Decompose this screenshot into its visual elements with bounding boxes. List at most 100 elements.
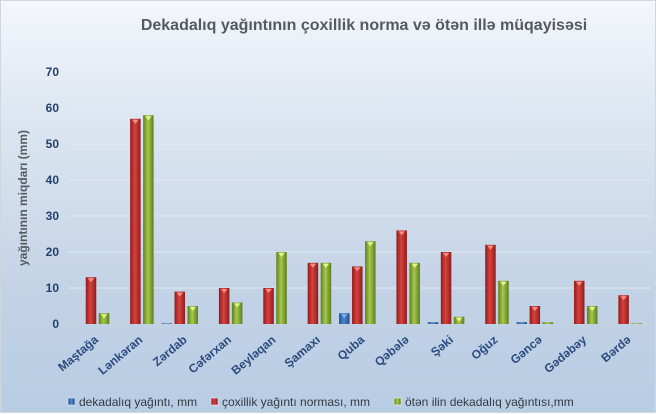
bar-norma xyxy=(307,262,319,324)
bar-cap xyxy=(398,231,405,236)
bar-body xyxy=(365,241,376,324)
bar-body xyxy=(352,266,363,324)
bar-dekadaliq xyxy=(427,322,439,324)
bar-body xyxy=(409,262,420,324)
bar-norma xyxy=(130,118,141,324)
y-tick-label: 10 xyxy=(46,281,60,295)
legend-label: dekadalıq yağıntı, mm xyxy=(79,395,197,409)
bar-norma xyxy=(440,252,452,324)
bar-cap xyxy=(500,281,507,286)
bar-body xyxy=(440,252,452,324)
bar-cap xyxy=(100,314,108,319)
x-tick-label: Gəncə xyxy=(508,332,545,367)
bar-norma xyxy=(396,230,407,324)
bar-cap xyxy=(233,303,241,308)
y-tick-label: 50 xyxy=(46,137,60,151)
bar-oten-il xyxy=(409,262,420,324)
bar-oten-il xyxy=(542,322,554,324)
x-tick-label: Gədəbəy xyxy=(541,332,589,376)
bar-body xyxy=(276,252,287,324)
y-tick-label: 60 xyxy=(46,101,60,115)
bar-cap xyxy=(145,116,152,121)
bar-cap xyxy=(341,314,348,319)
bar-oten-il xyxy=(631,323,642,324)
bar-body xyxy=(231,302,243,324)
bar-body xyxy=(143,115,154,324)
bar-cap xyxy=(265,289,272,293)
bar-body xyxy=(130,118,141,324)
bar-cap xyxy=(278,253,285,257)
legend-label: ötən ilin dekadalıq yağıntısı,mm xyxy=(405,395,574,409)
bar-norma xyxy=(529,306,541,324)
bar-cap xyxy=(87,278,95,283)
legend-swatch xyxy=(393,397,402,406)
bar-body xyxy=(263,288,274,324)
bar-body xyxy=(218,288,230,324)
bar-cap xyxy=(442,253,450,257)
bar-cap xyxy=(322,263,330,268)
bar-oten-il xyxy=(586,306,598,324)
bar-cap xyxy=(367,242,374,247)
chart-title: Dekadalıq yağıntının çoxillik norma və ö… xyxy=(141,17,587,34)
bar-cap xyxy=(354,267,361,272)
bar-norma xyxy=(618,295,629,324)
bar-norma xyxy=(218,288,230,324)
legend-swatch xyxy=(67,397,76,406)
bar-norma xyxy=(485,244,496,324)
x-tick-label: Bərdə xyxy=(598,332,633,365)
bar-oten-il xyxy=(143,115,154,324)
bar-oten-il xyxy=(276,252,287,324)
x-tick-label: Quba xyxy=(335,332,368,363)
y-tick-label: 20 xyxy=(46,245,60,259)
bar-body xyxy=(174,291,186,324)
bar-cap xyxy=(531,307,539,311)
legend-swatch xyxy=(210,397,219,406)
bar-cap xyxy=(487,245,494,250)
legend-item: ötən ilin dekadalıq yağıntısı,mm xyxy=(393,395,574,409)
x-tick-label: Lənkəran xyxy=(95,333,145,378)
bar-body xyxy=(529,306,541,324)
bar-body xyxy=(631,323,642,324)
x-tick-label: Oğuz xyxy=(468,333,500,363)
bar-body xyxy=(187,306,199,324)
bar-body xyxy=(485,244,496,324)
bar-body xyxy=(618,295,629,324)
bar-oten-il xyxy=(187,306,199,324)
x-tick-label: Zərdab xyxy=(150,333,190,369)
bar-oten-il xyxy=(498,280,509,324)
legend-label: çoxillik yağıntı norması, mm xyxy=(222,395,370,409)
y-tick-label: 30 xyxy=(46,209,60,223)
legend-item: çoxillik yağıntı norması, mm xyxy=(210,395,370,409)
bar-dekadaliq xyxy=(339,313,350,324)
bar-body xyxy=(161,323,173,324)
x-tick-label: Şamaxı xyxy=(282,333,323,371)
bar-cap xyxy=(575,281,583,286)
bar-oten-il xyxy=(231,302,243,324)
bar-cap xyxy=(220,289,228,293)
bar-oten-il xyxy=(365,241,376,324)
bar-oten-il xyxy=(98,313,110,324)
bar-norma xyxy=(573,280,585,324)
bar-cap xyxy=(588,307,596,311)
bar-cap xyxy=(309,263,317,268)
y-tick-label: 0 xyxy=(52,317,59,331)
legend-item: dekadalıq yağıntı, mm xyxy=(67,395,197,409)
bar-body xyxy=(85,277,97,324)
bar-oten-il xyxy=(453,316,465,324)
bar-body xyxy=(427,322,439,324)
bar-norma xyxy=(174,291,186,324)
bar-body xyxy=(307,262,319,324)
y-axis-label: yağıntının miqdarı (mm) xyxy=(16,130,30,266)
bar-body xyxy=(98,313,110,324)
x-tick-label: Beyləqan xyxy=(229,333,279,378)
bar-norma xyxy=(263,288,274,324)
bar-norma xyxy=(352,266,363,324)
bar-cap xyxy=(176,292,184,297)
y-tick-label: 70 xyxy=(46,65,60,79)
bar-norma xyxy=(85,277,97,324)
bar-body xyxy=(320,262,332,324)
x-tick-label: Şəki xyxy=(428,333,456,360)
bar-cap xyxy=(132,119,139,124)
